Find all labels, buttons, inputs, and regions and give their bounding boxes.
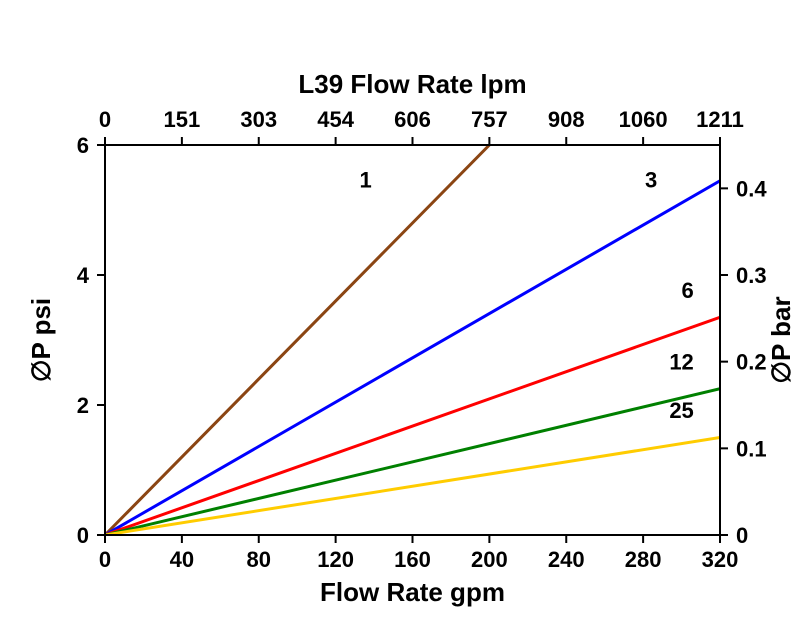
series-label-12: 12	[669, 349, 693, 374]
y-left-tick-label: 4	[77, 263, 90, 288]
y-left-tick-label: 6	[77, 133, 89, 158]
x-bottom-tick-label: 320	[702, 547, 739, 572]
y-right-title: ∅P bar	[766, 296, 796, 383]
y-left-title: ∅P psi	[26, 298, 56, 382]
x-top-tick-label: 454	[317, 107, 354, 132]
y-right-tick-label: 0.3	[736, 263, 767, 288]
x-top-tick-label: 606	[394, 107, 431, 132]
y-right-tick-label: 0	[736, 523, 748, 548]
x-bottom-tick-label: 120	[317, 547, 354, 572]
x-top-tick-label: 757	[471, 107, 508, 132]
y-right-tick-label: 0.4	[736, 176, 767, 201]
series-label-6: 6	[681, 278, 693, 303]
x-top-tick-label: 303	[240, 107, 277, 132]
y-right-tick-label: 0.2	[736, 350, 767, 375]
chart-container: 04080120160200240280320Flow Rate gpm0151…	[0, 0, 808, 636]
x-bottom-tick-label: 40	[170, 547, 194, 572]
y-left-tick-label: 2	[77, 393, 89, 418]
x-bottom-tick-label: 80	[247, 547, 271, 572]
x-bottom-tick-label: 160	[394, 547, 431, 572]
y-right-tick-label: 0.1	[736, 436, 767, 461]
series-label-1: 1	[360, 167, 372, 192]
x-top-tick-label: 0	[99, 107, 111, 132]
x-top-tick-label: 1211	[696, 107, 744, 132]
y-left-tick-label: 0	[77, 523, 89, 548]
x-top-title: L39 Flow Rate lpm	[298, 69, 526, 99]
x-top-tick-label: 908	[548, 107, 585, 132]
x-top-tick-label: 151	[164, 107, 201, 132]
series-label-25: 25	[669, 398, 693, 423]
series-label-3: 3	[645, 167, 657, 192]
x-bottom-title: Flow Rate gpm	[320, 577, 505, 607]
chart-svg: 04080120160200240280320Flow Rate gpm0151…	[0, 0, 808, 636]
x-bottom-tick-label: 0	[99, 547, 111, 572]
x-bottom-tick-label: 200	[471, 547, 508, 572]
x-bottom-tick-label: 280	[625, 547, 662, 572]
x-top-tick-label: 1060	[619, 107, 668, 132]
x-bottom-tick-label: 240	[548, 547, 585, 572]
